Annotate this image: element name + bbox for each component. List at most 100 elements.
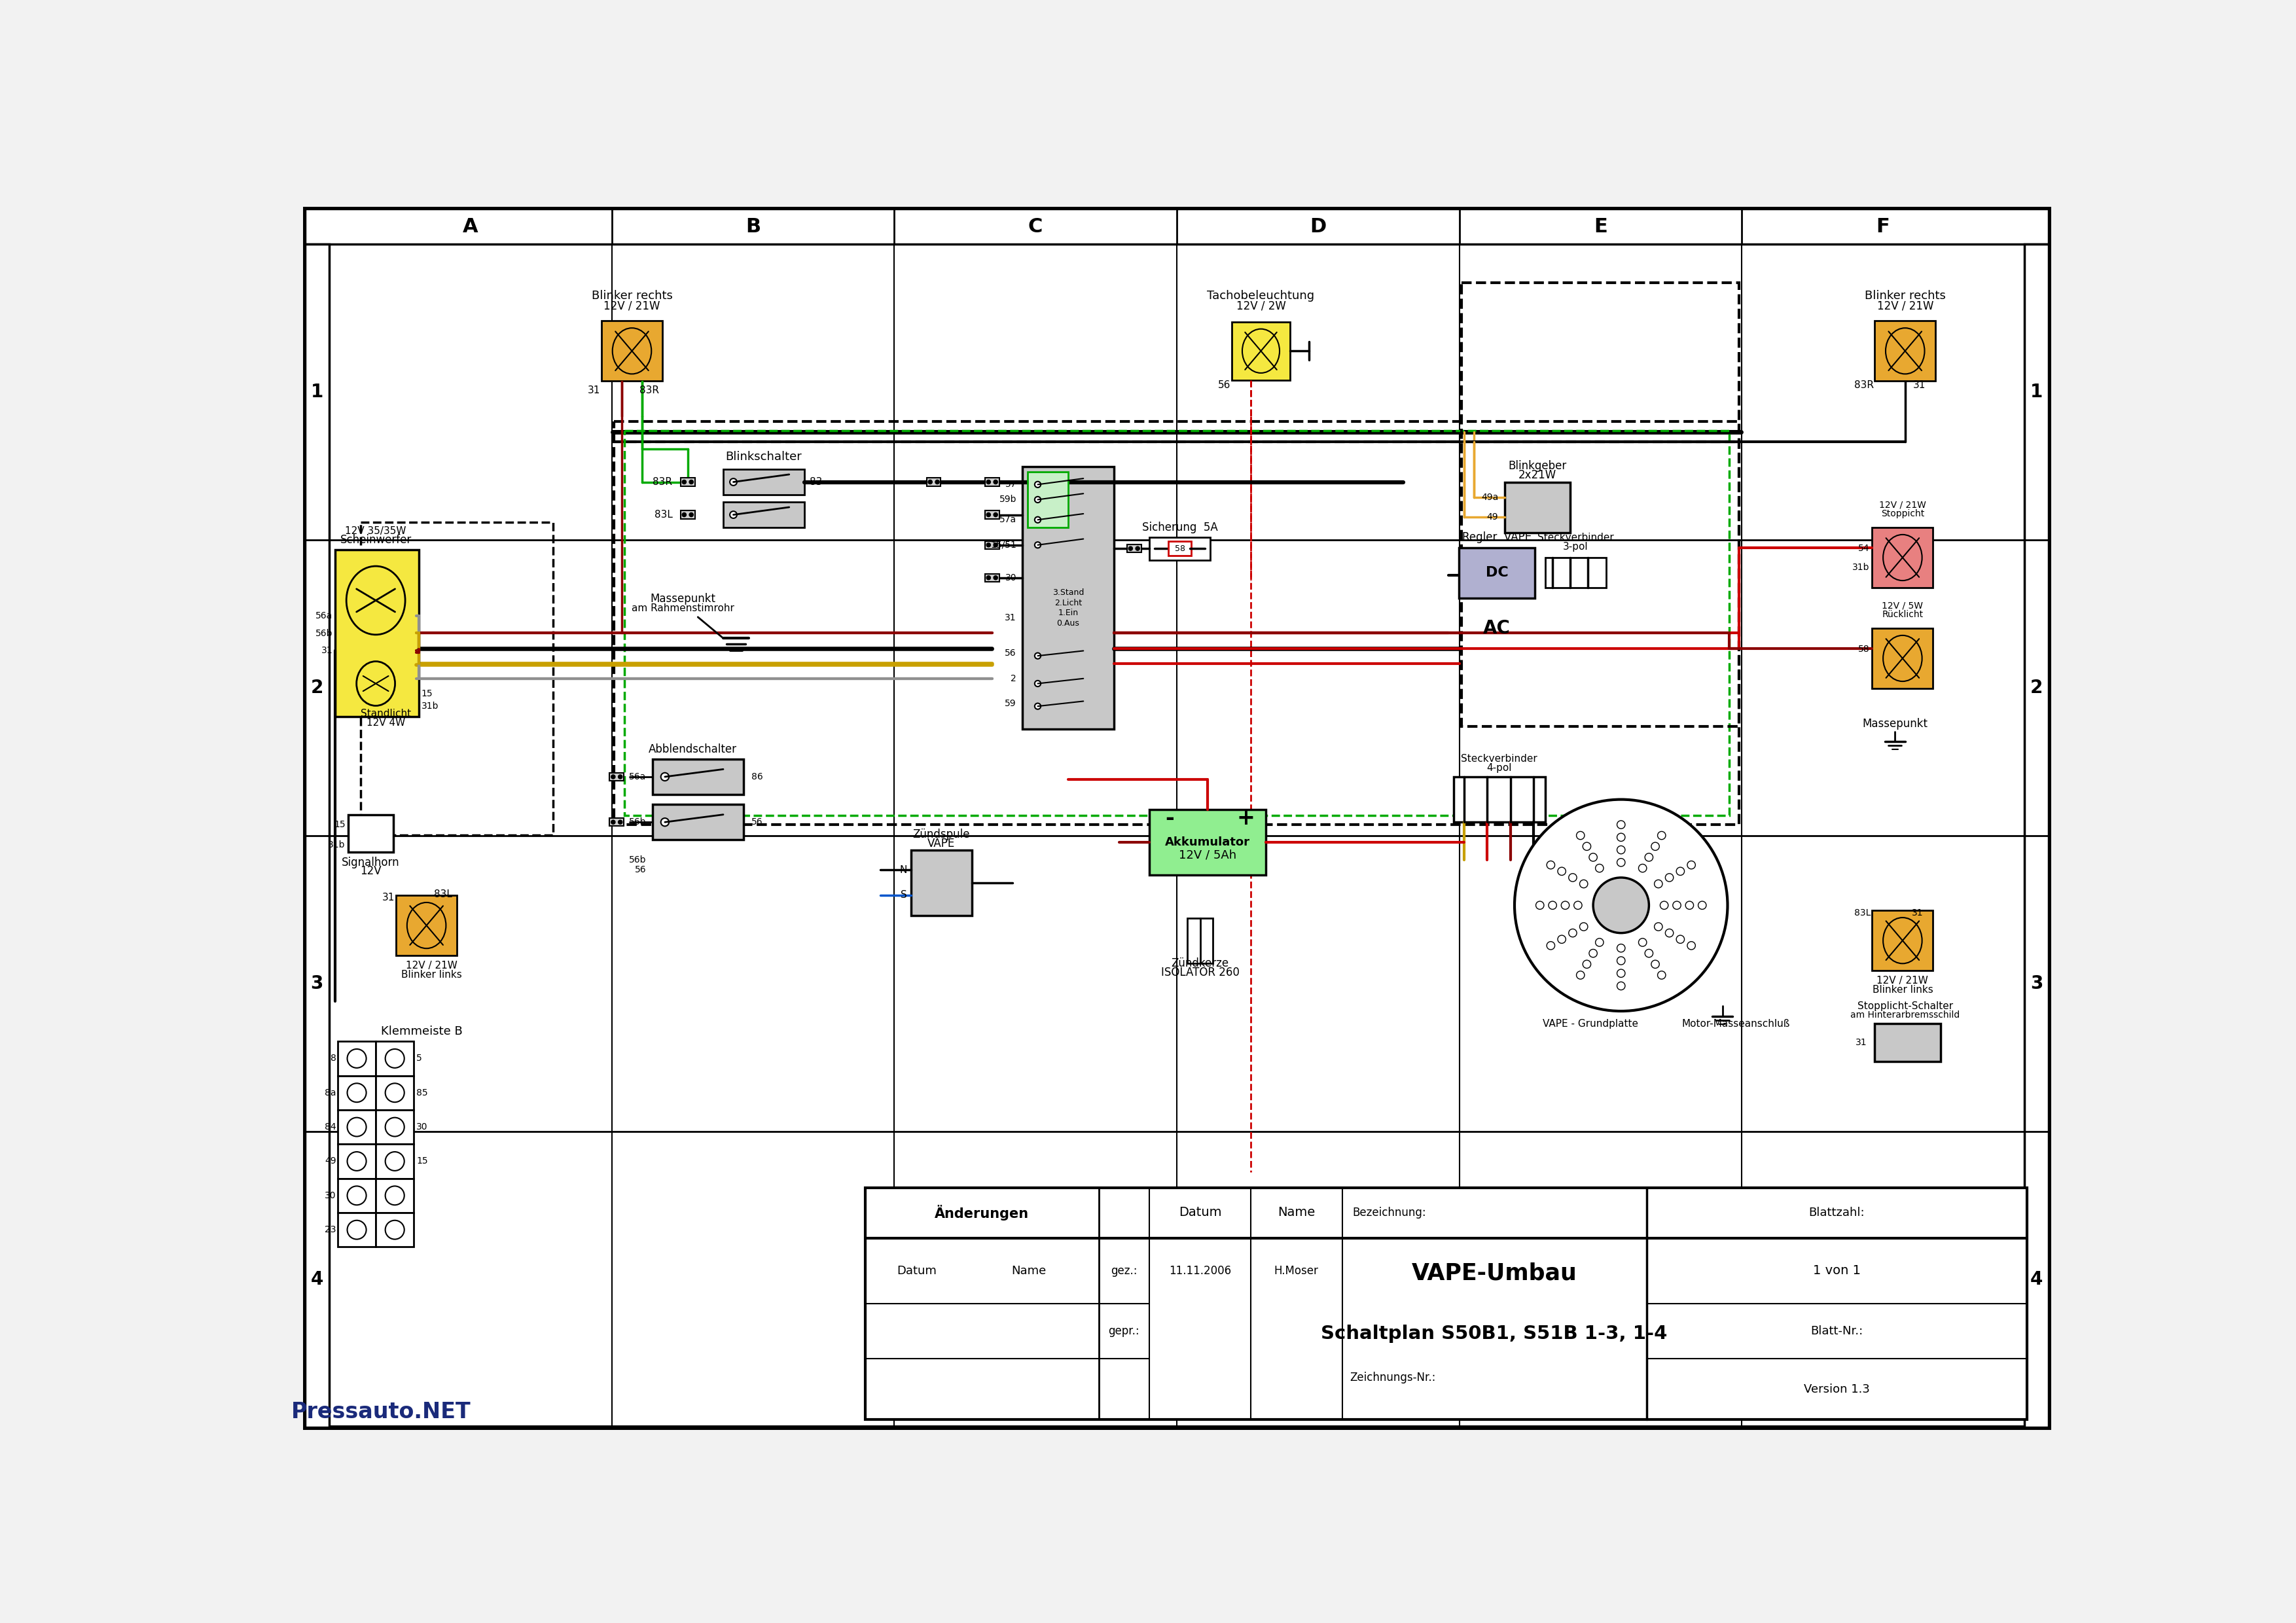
Text: Regler  VAPE: Regler VAPE — [1463, 531, 1531, 544]
Text: 15: 15 — [416, 1157, 427, 1165]
Text: Tachobeleuchtung: Tachobeleuchtung — [1208, 289, 1316, 302]
Text: 1.Ein: 1.Ein — [1058, 609, 1079, 617]
Text: 2: 2 — [2030, 678, 2043, 696]
Text: 83R: 83R — [641, 385, 659, 394]
Circle shape — [1137, 547, 1139, 550]
Text: Zündspule: Zündspule — [914, 829, 969, 841]
Text: Klemmeiste B: Klemmeiste B — [381, 1026, 461, 1037]
Circle shape — [689, 513, 693, 516]
Circle shape — [987, 513, 990, 516]
Text: Zündkerze: Zündkerze — [1171, 958, 1228, 969]
Text: DC: DC — [1486, 566, 1508, 579]
Text: 12V / 21W: 12V / 21W — [1876, 975, 1929, 985]
Text: 12V / 21W: 12V / 21W — [406, 961, 457, 971]
Bar — [338, 1076, 377, 1110]
Circle shape — [1589, 949, 1598, 958]
Circle shape — [1557, 935, 1566, 943]
Bar — [377, 1110, 413, 1144]
Circle shape — [1568, 928, 1577, 936]
Bar — [1871, 628, 1933, 688]
Bar — [652, 760, 744, 794]
Text: 59: 59 — [1006, 700, 1017, 708]
Bar — [338, 1212, 377, 1246]
Text: -: - — [1164, 808, 1173, 829]
Circle shape — [618, 820, 622, 824]
Bar — [611, 818, 625, 826]
Circle shape — [987, 544, 990, 547]
Circle shape — [1616, 846, 1626, 854]
Text: 2.Licht: 2.Licht — [1054, 599, 1081, 607]
Text: 56b: 56b — [315, 628, 333, 638]
Text: 56a: 56a — [315, 610, 333, 620]
Circle shape — [1639, 938, 1646, 946]
Text: 1: 1 — [310, 383, 324, 401]
Circle shape — [1515, 800, 1727, 1011]
Bar — [1871, 527, 1933, 588]
Text: 83L: 83L — [654, 510, 673, 519]
Circle shape — [386, 1083, 404, 1102]
Text: 1 von 1: 1 von 1 — [1814, 1264, 1860, 1277]
Bar — [1150, 810, 1265, 875]
Text: Name: Name — [1277, 1206, 1316, 1219]
Text: Name: Name — [1010, 1264, 1047, 1277]
Text: 54: 54 — [1857, 544, 1869, 553]
Text: 56: 56 — [1217, 380, 1231, 390]
Text: 86: 86 — [751, 773, 762, 781]
Text: E: E — [1593, 217, 1607, 235]
Circle shape — [611, 820, 615, 824]
Circle shape — [1568, 873, 1577, 881]
Ellipse shape — [613, 328, 652, 373]
Bar — [985, 540, 999, 549]
Circle shape — [1616, 956, 1626, 964]
Bar — [1874, 1024, 1940, 1061]
Text: H.Moser: H.Moser — [1274, 1264, 1318, 1277]
Circle shape — [682, 513, 687, 516]
Text: gez.:: gez.: — [1111, 1264, 1137, 1277]
Text: VAPE: VAPE — [928, 837, 955, 850]
Text: 83L: 83L — [434, 889, 452, 899]
Bar — [377, 1076, 413, 1110]
Circle shape — [1580, 922, 1589, 930]
Bar — [985, 511, 999, 519]
Bar — [723, 469, 804, 495]
Text: 0.Aus: 0.Aus — [1056, 618, 1079, 628]
Circle shape — [1035, 482, 1040, 487]
Circle shape — [1660, 901, 1669, 909]
Text: D: D — [1309, 217, 1327, 235]
Circle shape — [1699, 901, 1706, 909]
Circle shape — [1655, 922, 1662, 930]
Text: 85: 85 — [416, 1087, 427, 1097]
Circle shape — [682, 480, 687, 484]
Circle shape — [1130, 547, 1132, 550]
Bar — [1504, 482, 1570, 532]
Bar — [335, 550, 418, 716]
Circle shape — [1596, 938, 1603, 946]
Circle shape — [1616, 945, 1626, 953]
Circle shape — [1665, 873, 1674, 881]
Text: 30: 30 — [324, 1191, 335, 1199]
Circle shape — [1644, 949, 1653, 958]
Text: Stopplicht-Schalter: Stopplicht-Schalter — [1857, 1001, 1954, 1011]
Bar — [377, 1042, 413, 1076]
Bar — [1022, 467, 1114, 729]
Bar — [613, 422, 1740, 824]
Text: 12V / 21W: 12V / 21W — [1876, 300, 1933, 312]
Bar — [338, 1144, 377, 1178]
Text: gepr.:: gepr.: — [1109, 1326, 1139, 1337]
Circle shape — [1548, 941, 1554, 949]
Circle shape — [1035, 703, 1040, 709]
Text: VAPE-Umbau: VAPE-Umbau — [1412, 1263, 1577, 1284]
Bar — [1029, 472, 1068, 527]
Text: AC: AC — [1483, 618, 1511, 638]
Text: 56: 56 — [634, 865, 645, 875]
Circle shape — [1557, 867, 1566, 875]
Circle shape — [934, 480, 939, 484]
Bar — [377, 1212, 413, 1246]
Text: Signalhorn: Signalhorn — [342, 857, 400, 868]
Text: Massepunkt: Massepunkt — [1862, 717, 1929, 730]
Ellipse shape — [356, 662, 395, 706]
Circle shape — [987, 480, 990, 484]
Text: Blinker rechts: Blinker rechts — [1864, 289, 1945, 302]
Text: 2: 2 — [310, 678, 324, 696]
Circle shape — [994, 544, 999, 547]
